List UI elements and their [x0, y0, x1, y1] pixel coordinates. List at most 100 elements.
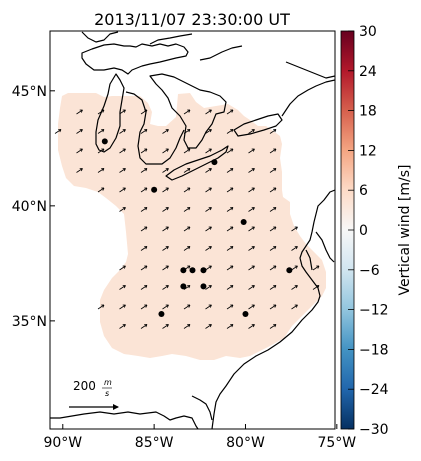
wind-vector	[291, 285, 298, 290]
lon-tick-label: 80°W	[226, 435, 265, 451]
wind-vector	[162, 324, 169, 329]
wind-field-region	[58, 93, 326, 360]
lon-tick-label: 90°W	[43, 435, 82, 451]
colorbar-ticks: 30 24 18 12 6 0 −6 −12 −18 −24 −30	[348, 24, 389, 438]
wind-vector	[140, 168, 148, 173]
wind-vector	[269, 285, 277, 290]
wind-vector	[226, 109, 234, 115]
wind-vector	[183, 109, 191, 115]
wind-vector	[162, 187, 169, 193]
wind-vector	[119, 187, 126, 193]
wind-vector	[119, 285, 126, 290]
wind-vector	[205, 265, 212, 271]
wind-vector	[140, 226, 148, 232]
map-title: 2013/11/07 23:30:00 UT	[94, 10, 290, 29]
wind-vector	[312, 285, 320, 290]
station-marker	[189, 267, 196, 274]
wind-vector	[140, 246, 148, 251]
wind-vector	[205, 324, 212, 329]
wind-vector	[97, 168, 105, 173]
wind-vector	[226, 207, 234, 212]
wind-vector	[140, 109, 148, 115]
wind-vector	[248, 246, 255, 251]
wind-vector	[162, 265, 169, 271]
wind-vector	[76, 148, 83, 154]
wind-vector	[183, 226, 191, 232]
wind-vector	[226, 226, 234, 232]
scale-arrow-value: 200	[73, 379, 96, 393]
wind-vector	[76, 168, 83, 173]
wind-vector	[119, 304, 126, 310]
wind-vector	[162, 129, 169, 134]
lon-tick-label: 75°W	[317, 435, 356, 451]
wind-vector	[248, 207, 255, 212]
station-marker	[286, 267, 293, 274]
wind-vector	[97, 148, 105, 154]
station-marker	[180, 283, 187, 290]
station-marker	[151, 186, 158, 193]
wind-vector	[97, 129, 105, 134]
lon-tick-labels: 90°W 85°W 80°W 75°W	[43, 424, 356, 451]
wind-vector	[248, 324, 255, 329]
wind-vector	[205, 148, 212, 154]
wind-vector	[226, 304, 234, 310]
colorbar-tick-label: 12	[359, 143, 377, 159]
wind-vector	[162, 285, 169, 290]
colorbar-tick-label: 0	[359, 223, 368, 239]
wind-vector	[291, 246, 298, 251]
wind-vector	[226, 324, 234, 329]
wind-vector	[119, 109, 126, 115]
lat-tick-label: 45°N	[12, 84, 47, 100]
station-marker	[101, 138, 108, 145]
wind-vector	[76, 109, 83, 115]
wind-vector	[226, 187, 234, 193]
coastline	[50, 31, 335, 429]
wind-vector	[248, 129, 255, 134]
wind-vector	[269, 304, 277, 310]
scale-arrow: 200 m s	[69, 378, 119, 410]
wind-vector	[269, 265, 277, 271]
wind-vector	[119, 324, 126, 329]
wind-vector	[97, 304, 105, 310]
wind-vector	[205, 207, 212, 212]
wind-vector	[248, 168, 255, 173]
wind-vector	[119, 168, 126, 173]
wind-vector	[183, 246, 191, 251]
wind-vector	[269, 129, 277, 134]
wind-vector	[140, 129, 148, 134]
lat-tick-label: 35°N	[12, 314, 47, 330]
colorbar-tick-label: −18	[359, 342, 389, 358]
wind-vector	[248, 187, 255, 193]
wind-vector	[205, 109, 212, 115]
wind-vector	[119, 148, 126, 154]
wind-vector	[140, 207, 148, 212]
wind-vector	[183, 129, 191, 134]
scale-arrow-unit-num: m	[104, 378, 112, 387]
wind-vector	[269, 207, 277, 212]
colorbar-tick-label: −30	[359, 422, 389, 438]
wind-vector	[183, 168, 191, 173]
wind-vector	[226, 168, 234, 173]
wind-vector	[269, 246, 277, 251]
wind-vector	[291, 304, 298, 310]
wind-vector	[291, 265, 298, 271]
colorbar-tick-label: 24	[359, 64, 377, 80]
wind-vector	[226, 265, 234, 271]
wind-vector	[162, 168, 169, 173]
wind-vector	[162, 246, 169, 251]
wind-vector	[183, 207, 191, 212]
wind-vectors	[54, 109, 320, 329]
wind-vector	[162, 304, 169, 310]
wind-vector	[183, 324, 191, 329]
map-frame	[49, 30, 336, 430]
wind-vector	[269, 226, 277, 232]
wind-vector	[205, 304, 212, 310]
station-marker	[200, 267, 207, 274]
wind-vector	[269, 148, 277, 154]
wind-vector	[140, 324, 148, 329]
wind-vector	[183, 148, 191, 154]
wind-vector	[226, 129, 234, 134]
colorbar: 30 24 18 12 6 0 −6 −12 −18 −24 −30 Vertical wind […	[340, 24, 413, 438]
wind-vector	[205, 187, 212, 193]
wind-vector	[119, 207, 126, 212]
